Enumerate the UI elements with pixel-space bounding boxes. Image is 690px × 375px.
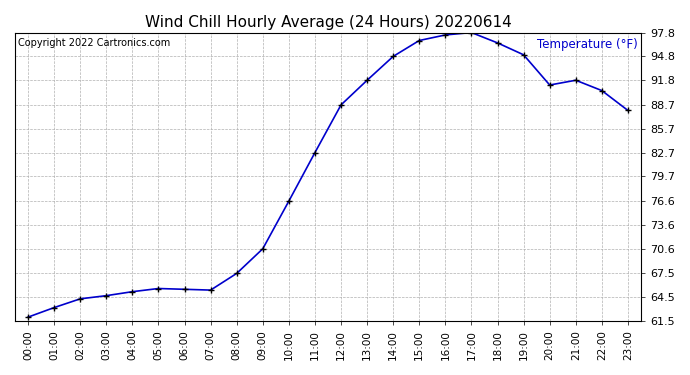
Title: Wind Chill Hourly Average (24 Hours) 20220614: Wind Chill Hourly Average (24 Hours) 202… bbox=[145, 15, 511, 30]
Text: Temperature (°F): Temperature (°F) bbox=[537, 38, 638, 51]
Text: Copyright 2022 Cartronics.com: Copyright 2022 Cartronics.com bbox=[18, 38, 170, 48]
